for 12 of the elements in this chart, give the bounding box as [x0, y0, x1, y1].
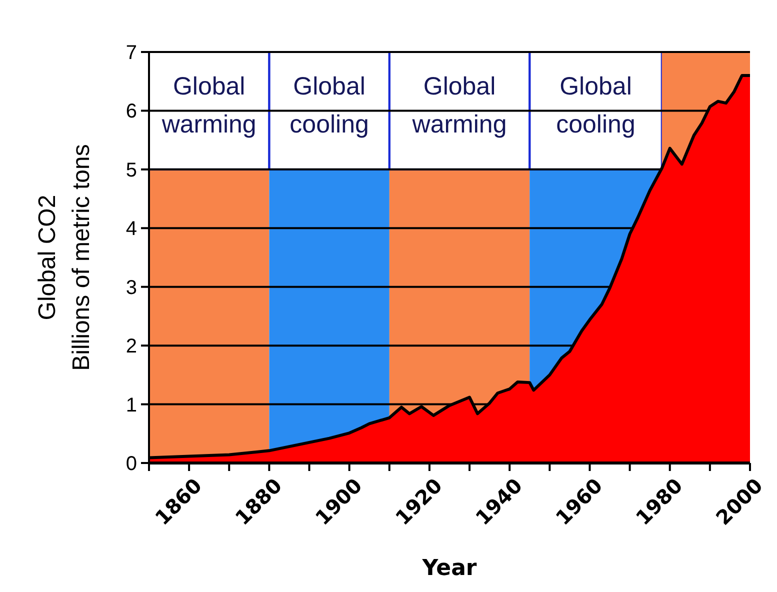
- y-tick-label: 3: [126, 276, 137, 299]
- y-tick-label: 4: [126, 218, 137, 240]
- y-tick-label: 6: [126, 100, 137, 123]
- y-tick-label: 2: [126, 336, 137, 358]
- y-axis-title: Global CO2 Billions of metric tons: [34, 144, 95, 371]
- y-tick-label: 1: [126, 394, 137, 416]
- band-label: Global cooling: [290, 72, 369, 138]
- y-tick-label: 0: [126, 453, 137, 475]
- y-tick-label: 5: [126, 159, 137, 182]
- x-axis-title: Year: [421, 556, 477, 581]
- band-label: Global warming: [160, 72, 256, 138]
- y-tick-label: 7: [126, 42, 137, 64]
